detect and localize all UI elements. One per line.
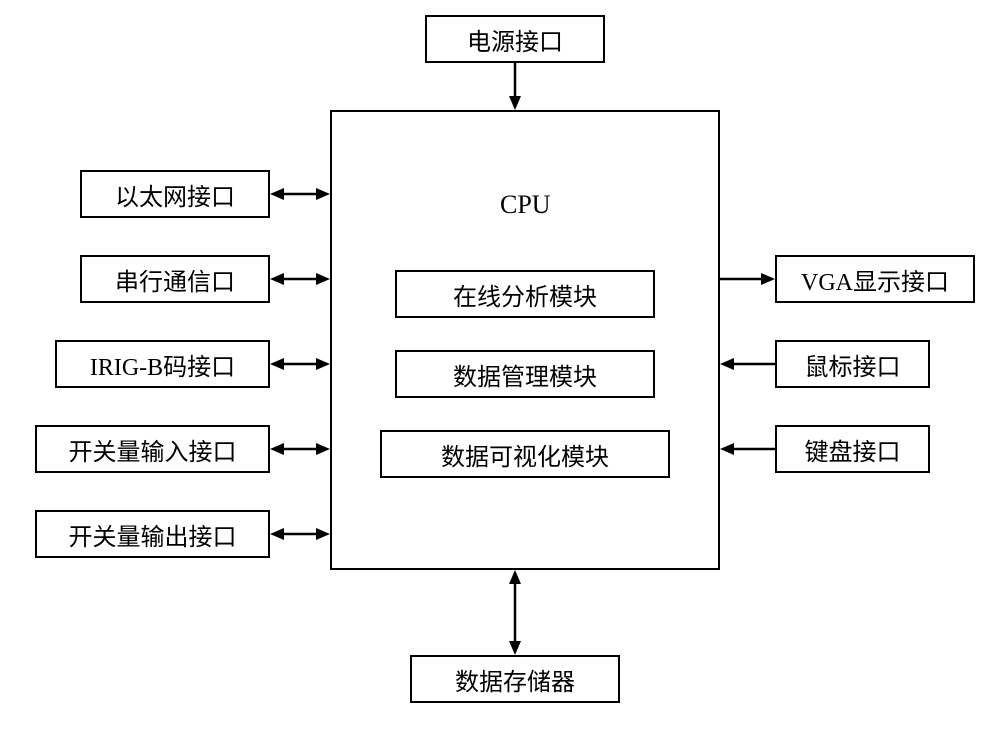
peripheral-box: 电源接口 <box>425 15 605 63</box>
cpu-block <box>330 110 720 570</box>
cpu-module: 数据管理模块 <box>395 350 655 398</box>
peripheral-box: 开关量输出接口 <box>35 510 270 558</box>
peripheral-box: 串行通信口 <box>80 255 270 303</box>
peripheral-box: 以太网接口 <box>80 170 270 218</box>
peripheral-box: 数据存储器 <box>410 655 620 703</box>
peripheral-box: 鼠标接口 <box>775 340 930 388</box>
peripheral-box: 开关量输入接口 <box>35 425 270 473</box>
peripheral-box: IRIG-B码接口 <box>55 340 270 388</box>
cpu-module: 在线分析模块 <box>395 270 655 318</box>
cpu-module: 数据可视化模块 <box>380 430 670 478</box>
peripheral-box: 键盘接口 <box>775 425 930 473</box>
cpu-label: CPU <box>500 190 551 220</box>
peripheral-box: VGA显示接口 <box>775 255 975 303</box>
